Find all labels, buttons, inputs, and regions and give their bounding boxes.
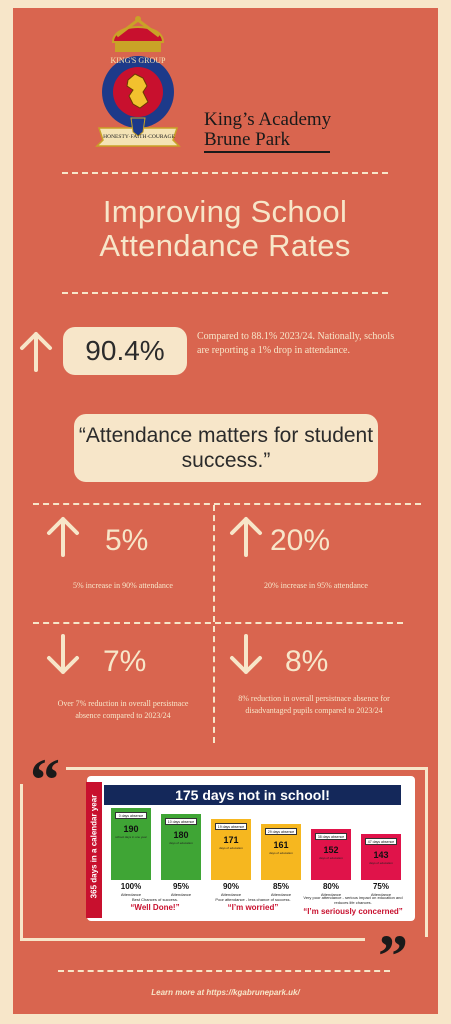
stat-value-8: 8%	[285, 645, 329, 678]
stat-caption-8: 8% reduction in overall persistnace abse…	[238, 694, 390, 715]
vertical-divider	[213, 505, 215, 743]
attendance-percent: 80%	[322, 882, 339, 891]
band-desc-very-poor: Very poor attendance - serious impact on…	[303, 895, 403, 905]
days-value: 180	[173, 829, 189, 840]
attendance-percent: 95%	[172, 882, 189, 891]
school-crest-logo	[95, 16, 181, 147]
stat-caption-20: 20% increase in 95% attendance	[264, 581, 368, 590]
school-name-line1: King’s Academy	[204, 109, 332, 130]
absence-tag: 47 days absence	[365, 837, 397, 845]
quote-banner: “Attendance matters for student success.…	[74, 414, 378, 482]
days-label: school days in one year	[115, 835, 147, 839]
crest-ring-text: KING'S GROUP	[110, 56, 166, 65]
headline-stat-description: Compared to 88.1% 2023/24. Nationally, s…	[197, 331, 395, 356]
school-name-underline	[204, 151, 330, 153]
up-arrow-icon	[20, 332, 52, 372]
up-arrow-icon	[47, 517, 79, 557]
absence-tag: 10 days absence	[165, 817, 197, 825]
stat-caption-5: 5% increase in 90% attendance	[73, 581, 173, 590]
attendance-bar	[161, 813, 201, 880]
band-quote-poor: “I’m worried”	[227, 903, 279, 912]
days-label: days of education	[369, 860, 393, 865]
days-value: 161	[273, 840, 289, 851]
absence-tag: 38 days absence	[315, 833, 347, 841]
days-value: 143	[373, 849, 389, 860]
stat-caption-7: Over 7% reduction in overall persistnace…	[57, 699, 189, 720]
up-arrow-icon	[230, 517, 262, 557]
graphic-heading: 175 days not in school!	[104, 785, 401, 805]
band-desc-poor: Poor attendance - less chance of success…	[215, 897, 291, 902]
title-line2: Attendance Rates	[99, 228, 351, 263]
days-value: 152	[323, 845, 339, 856]
days-value: 190	[123, 824, 139, 834]
open-quote-icon: “	[30, 747, 60, 813]
frame-left	[20, 784, 23, 941]
attendance-percent: 90%	[222, 882, 239, 891]
divider	[62, 292, 388, 294]
absence-tag: 0 days absence	[115, 812, 147, 819]
attendance-percent-label: Attendance	[120, 892, 142, 897]
title-line1: Improving School	[102, 194, 348, 229]
attendance-percent: 85%	[272, 882, 289, 891]
footer-link[interactable]: Learn more at https://kgabrunepark.uk/	[151, 988, 300, 997]
divider	[58, 970, 390, 972]
attendance-percent: 75%	[372, 882, 389, 891]
days-label: days of education	[319, 856, 343, 861]
frame-right	[425, 767, 428, 937]
absence-tag: 19 days absence	[215, 823, 247, 831]
attendance-percent-label: Attendance	[370, 892, 392, 897]
stat-value-20: 20%	[270, 524, 331, 557]
attendance-percent-label: Attendance	[220, 892, 242, 897]
attendance-percent: 100%	[120, 882, 142, 891]
divider	[33, 622, 403, 624]
divider	[33, 503, 421, 505]
band-quote-good: “Well Done!”	[130, 903, 180, 912]
calendar-year-label: 365 days in a calendar year	[86, 782, 102, 918]
calendar-year-text: 365 days in a calendar year	[89, 794, 99, 899]
page-title: Improving School Attendance Rates	[40, 195, 410, 263]
band-desc-good: Best Chances of success.	[131, 897, 179, 902]
headline-stat-value: 90.4%	[63, 327, 187, 375]
attendance-percent-label: Attendance	[270, 892, 292, 897]
frame-top	[66, 767, 428, 770]
down-arrow-icon	[47, 634, 79, 674]
close-quote-icon: ”	[378, 923, 408, 989]
stat-value-5: 5%	[105, 524, 149, 557]
crest-motto: HONESTY·FAITH·COURAGE	[103, 134, 175, 140]
days-label: days of education	[219, 846, 243, 851]
school-name: King’s Academy Brune Park	[204, 110, 331, 150]
attendance-bar	[111, 808, 151, 880]
days-label: days of education	[169, 840, 193, 845]
absence-tag: 29 days absence	[265, 828, 297, 836]
attendance-percent-label: Attendance	[320, 892, 342, 897]
band-quote-very-poor: “I’m seriously concerned”	[303, 907, 403, 916]
days-label: days of education	[269, 851, 293, 856]
down-arrow-icon	[230, 634, 262, 674]
attendance-percent-label: Attendance	[170, 892, 192, 897]
divider	[62, 172, 388, 174]
school-name-line2: Brune Park	[204, 129, 291, 150]
frame-bottom	[20, 938, 365, 941]
days-value: 171	[223, 835, 239, 846]
stat-value-7: 7%	[103, 645, 147, 678]
